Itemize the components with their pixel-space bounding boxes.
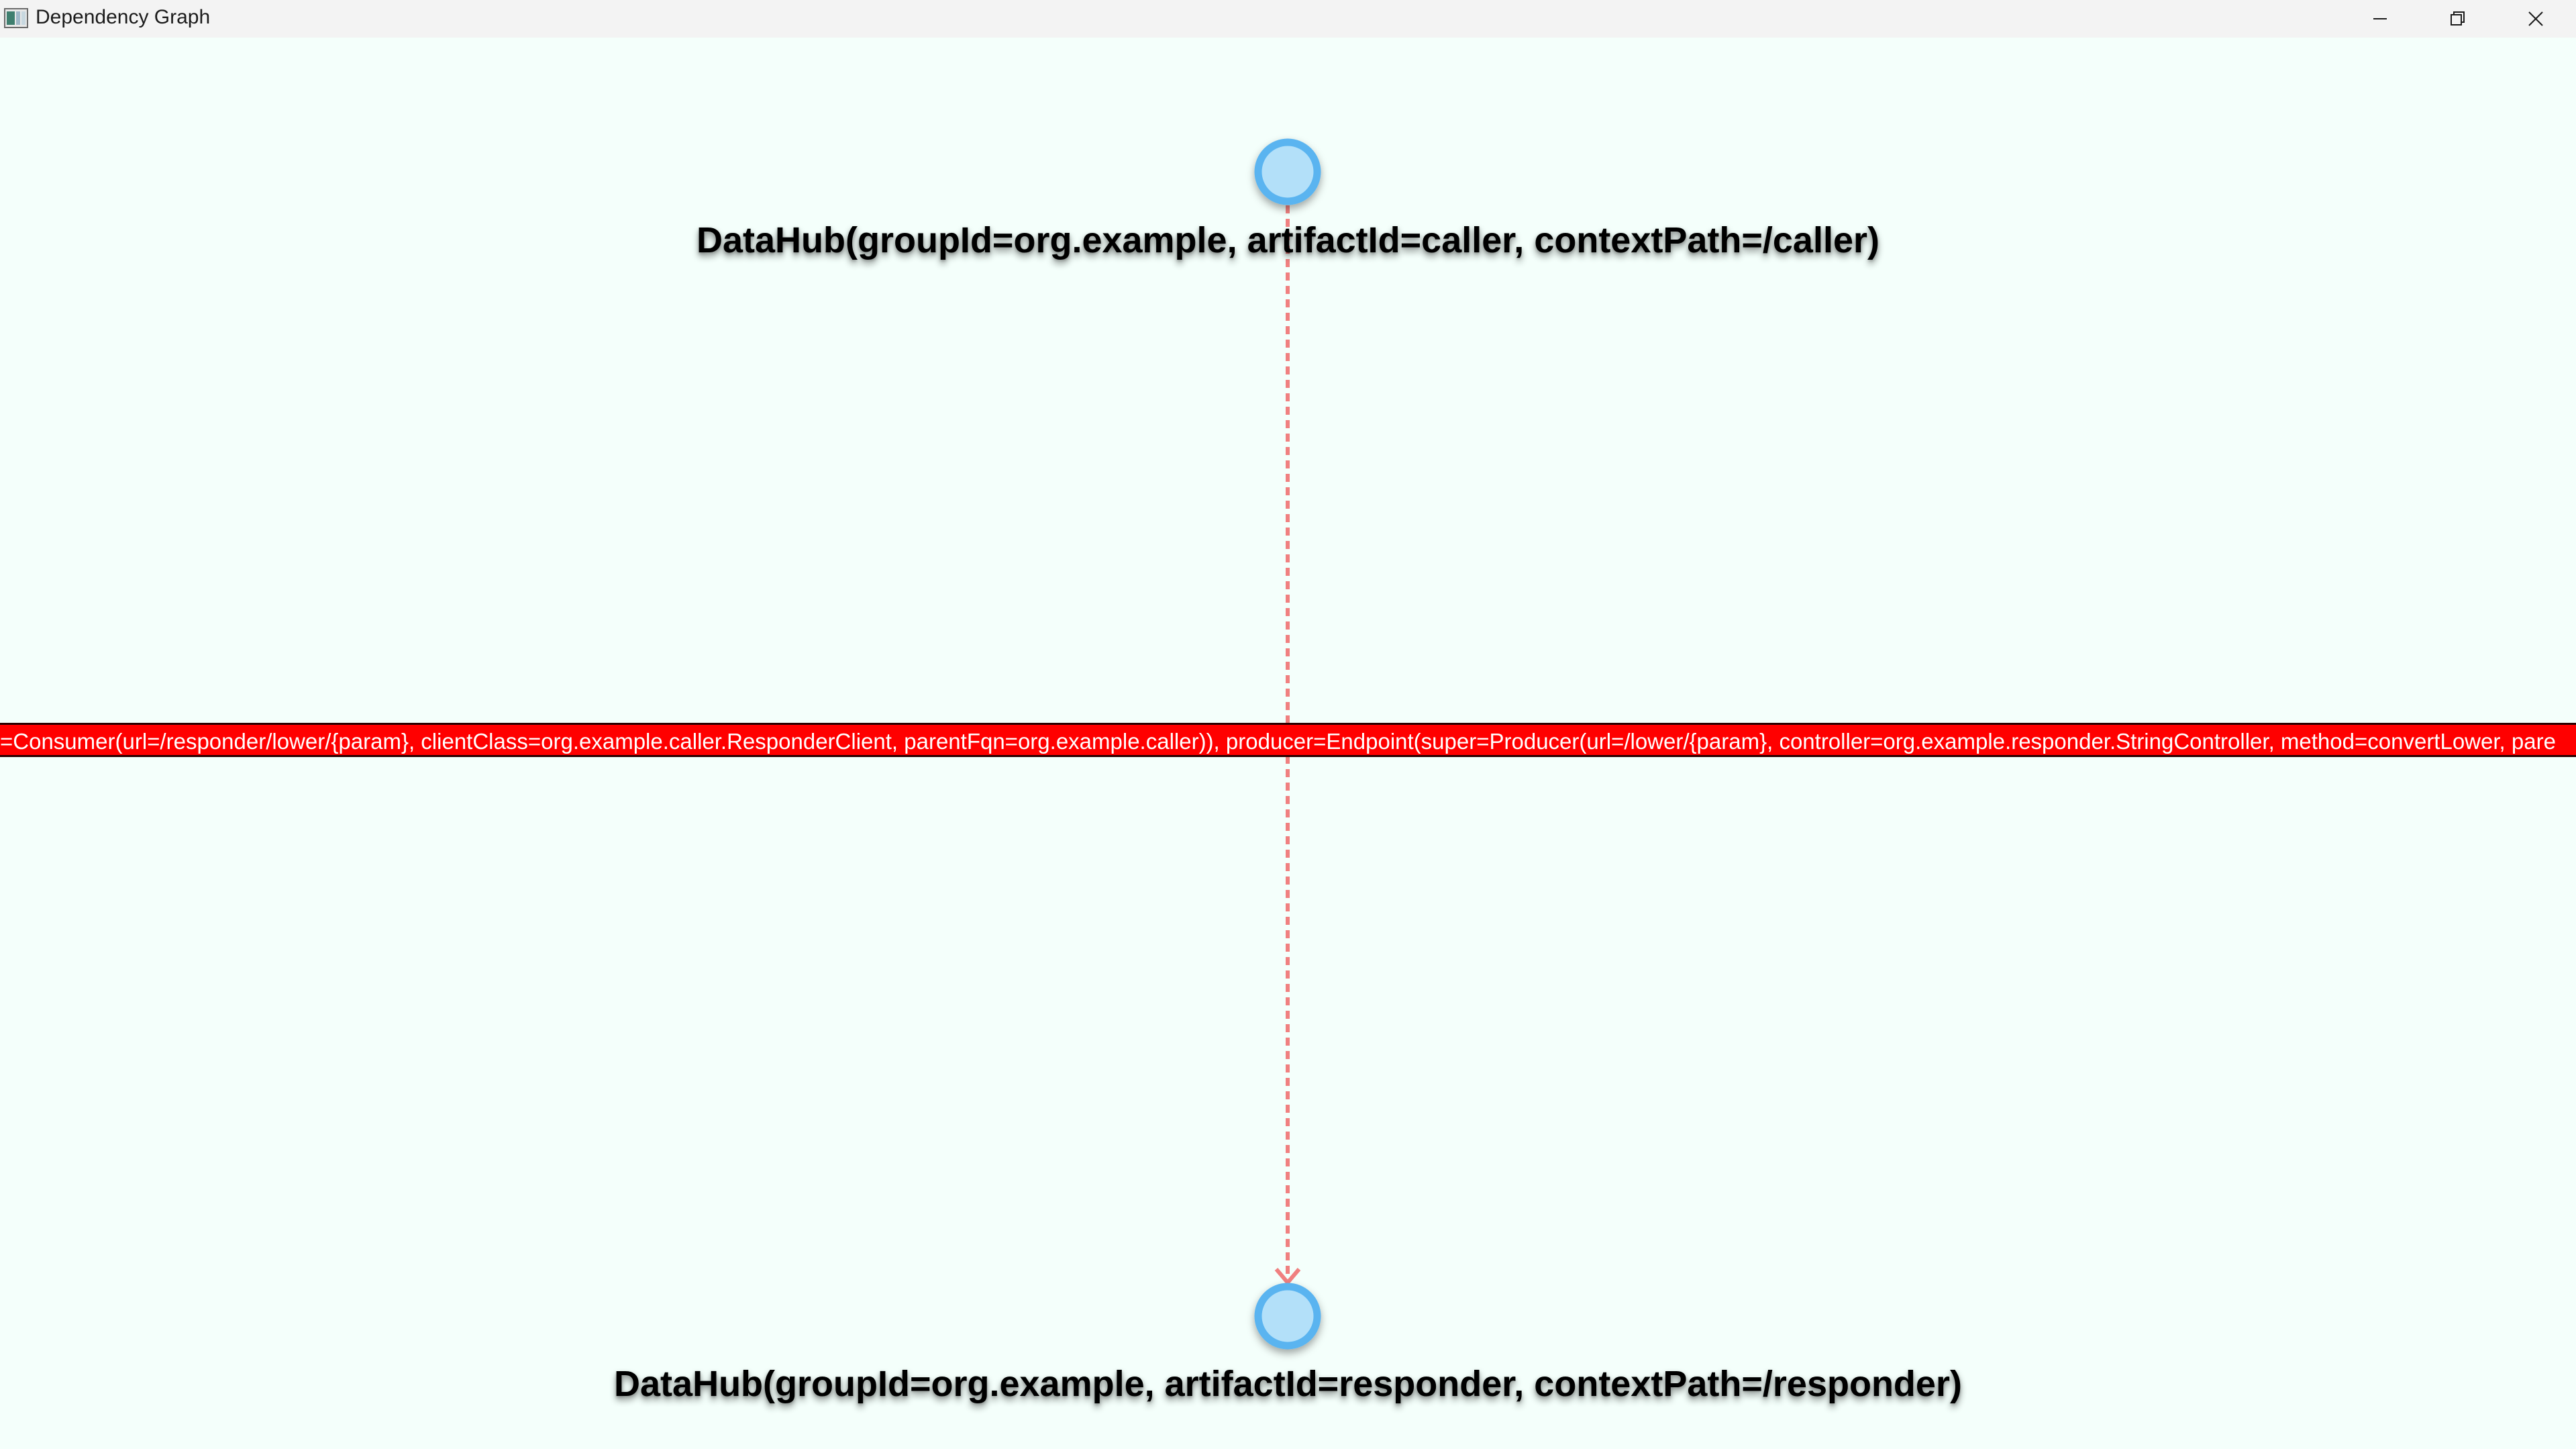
node-caller[interactable] (1254, 138, 1321, 205)
title-bar[interactable]: Dependency Graph (0, 0, 2576, 38)
app-window-icon (4, 8, 28, 28)
node-caller-label: DataHub(groupId=org.example, artifactId=… (696, 220, 1879, 260)
graph-canvas[interactable]: DataHub(groupId=org.example, artifactId=… (0, 38, 2576, 1449)
node-responder[interactable] (1254, 1283, 1321, 1350)
close-icon (2528, 11, 2544, 27)
window-title: Dependency Graph (36, 6, 211, 28)
restore-button[interactable] (2419, 0, 2497, 38)
minimize-icon (2372, 11, 2388, 27)
node-responder-label: DataHub(groupId=org.example, artifactId=… (614, 1364, 1962, 1404)
edge-label-text: =Consumer(url=/responder/lower/{param}, … (0, 729, 2556, 754)
close-button[interactable] (2497, 0, 2575, 38)
edge-label: =Consumer(url=/responder/lower/{param}, … (0, 723, 2576, 757)
restore-icon (2450, 11, 2466, 27)
minimize-button[interactable] (2341, 0, 2419, 38)
